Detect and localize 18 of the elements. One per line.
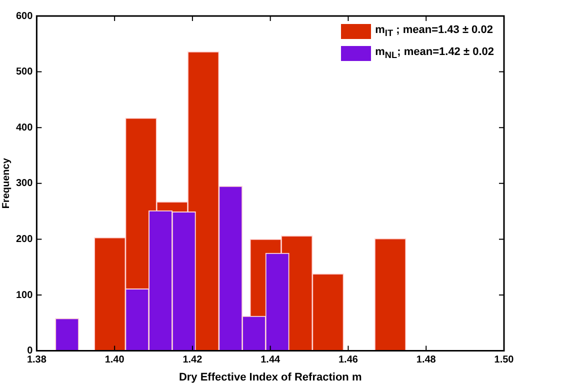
x-axis-title: Dry Effective Index of Refraction m: [178, 371, 362, 384]
y-tick-label: 400: [16, 122, 34, 134]
legend-label: m$_{IT}$ ; mean=1.43 ± 0.02: [375, 24, 493, 38]
y-tick-label: 100: [16, 290, 34, 301]
y-tick-label: 600: [16, 10, 34, 22]
x-tick-label: 1.40: [104, 354, 125, 366]
y-tick-label: 300: [16, 178, 34, 190]
x-tick-label: 1.38: [26, 354, 47, 366]
x-tick-label: 1.48: [416, 354, 436, 366]
x-tick-label: 1.44: [260, 354, 281, 366]
x-tick-label: 1.46: [338, 354, 358, 366]
x-tick-label: 1.42: [182, 354, 203, 366]
y-tick-label: 0: [27, 346, 34, 357]
y-tick-label: 200: [16, 234, 34, 245]
y-tick-label: 500: [16, 66, 34, 78]
x-tick-label: 1.50: [494, 354, 514, 366]
legend-label: m$_{NL}$; mean=1.42 ± 0.02: [375, 46, 494, 60]
y-axis-title: Frequency: [0, 158, 12, 209]
